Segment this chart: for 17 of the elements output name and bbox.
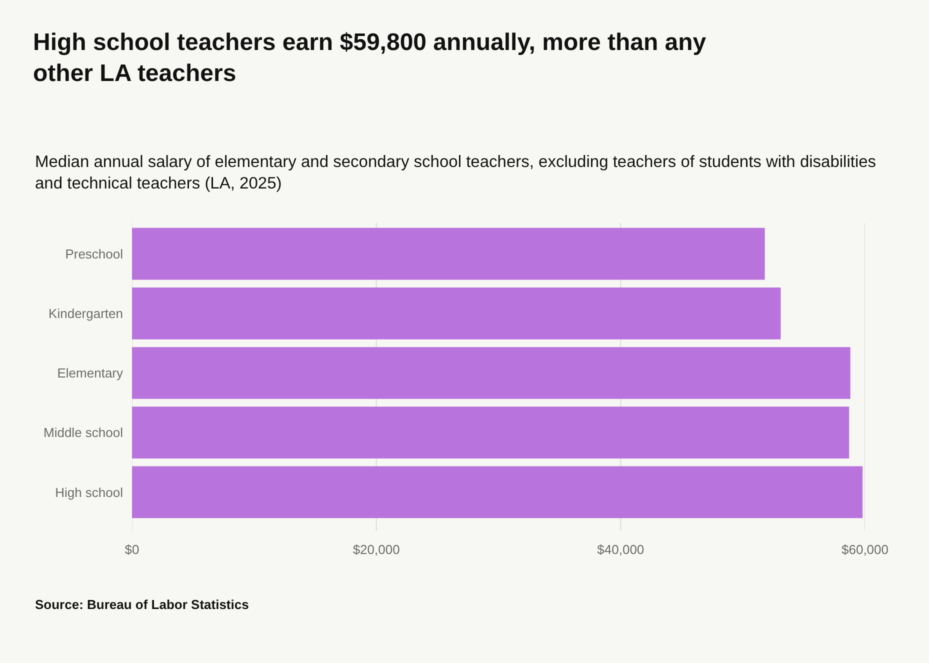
x-tick-label: $20,000 [352,542,400,557]
chart-subtitle: Median annual salary of elementary and secondary school teachers, excluding teachers of students with disabilities and technical teachers (LA, 2025) [35,153,876,192]
x-tick-label: $60,000 [842,542,888,557]
bar [132,287,781,340]
y-tick-label: High school [55,484,124,500]
y-tick-label: Preschool [65,246,124,262]
x-tick-label: $0 [124,542,140,557]
y-tick-label: Kindergarten [48,306,123,321]
bar [132,347,850,399]
source-note: Source: Bureau of Labor Statistics [35,597,249,612]
bar [132,228,765,280]
chart-title: High school teachers earn $59,800 annually, more than any other LA teachers [33,29,707,88]
bar [132,466,863,518]
y-tick-label: Elementary [57,366,124,381]
y-tick-label: Middle school [44,425,124,440]
bar [132,406,850,459]
x-tick-label: $40,000 [597,542,644,557]
